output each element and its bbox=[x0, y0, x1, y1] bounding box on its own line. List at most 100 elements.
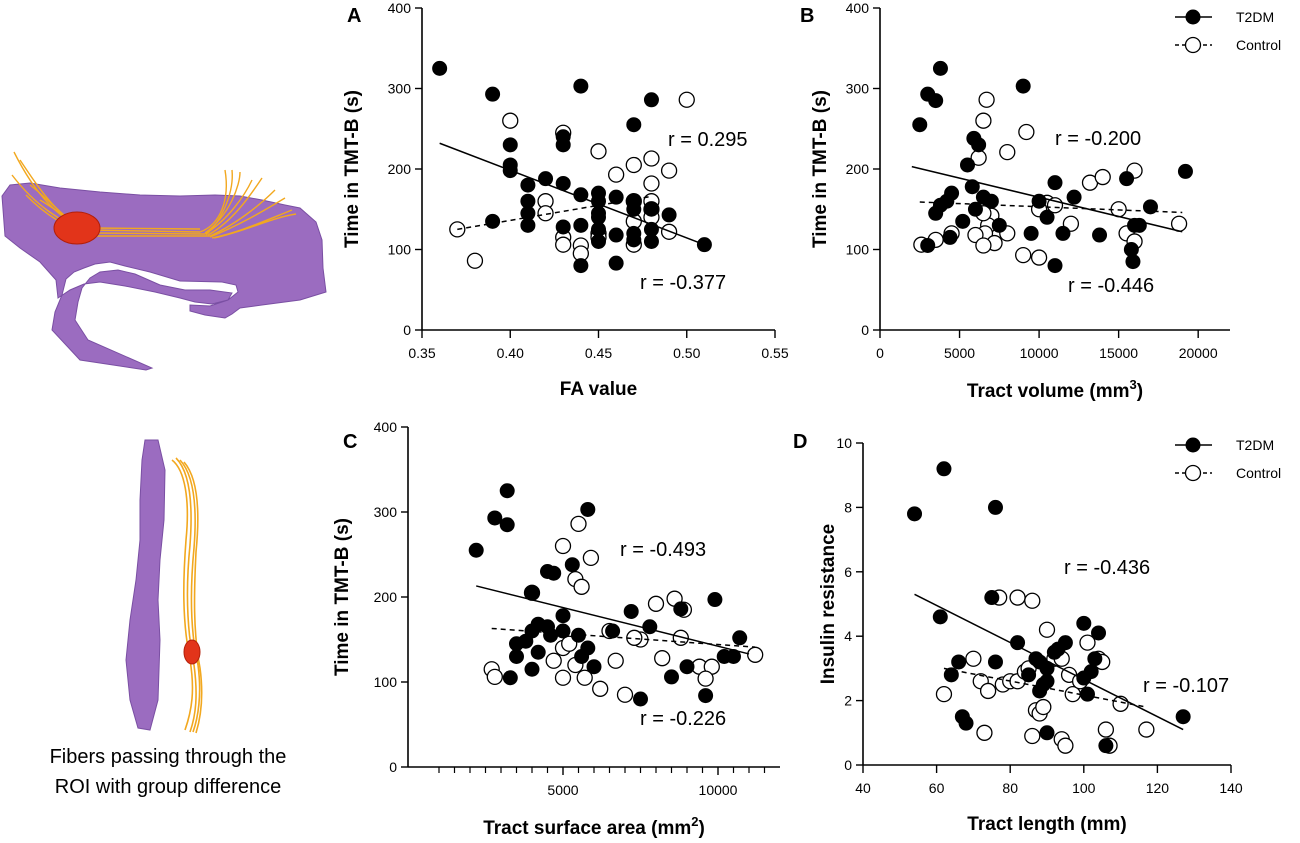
t2dm-fit-line-B bbox=[911, 165, 1183, 233]
t2dm-point-A bbox=[608, 255, 624, 271]
t2dm-point-B bbox=[971, 137, 987, 153]
t2dm-point-A bbox=[591, 233, 606, 249]
control-point-B bbox=[1030, 249, 1048, 266]
legend-top-control-label: Control bbox=[1236, 37, 1281, 53]
x-tick-label-B: 15000 bbox=[1099, 345, 1138, 361]
t2dm-point-D bbox=[1057, 635, 1073, 651]
y-tick-label-A: 100 bbox=[388, 242, 412, 258]
x-tick-label-B: 5000 bbox=[944, 345, 975, 361]
t2dm-point-A bbox=[573, 258, 589, 274]
legend-bottom-control-label: Control bbox=[1236, 465, 1281, 481]
y-tick-label-A: 300 bbox=[388, 81, 412, 97]
control-point-C bbox=[747, 646, 764, 663]
x-axis-label-main-C: Tract surface area (mm bbox=[483, 818, 691, 839]
t2dm-point-D bbox=[1076, 670, 1092, 686]
t2dm-point-A bbox=[555, 137, 571, 153]
control-point-D bbox=[935, 686, 953, 703]
x-tick-label-D: 120 bbox=[1146, 780, 1170, 796]
panel-label-A: A bbox=[347, 5, 361, 27]
legend-top-t2dm-label: T2DM bbox=[1236, 9, 1274, 25]
panel-label-B: B bbox=[800, 5, 814, 27]
t2dm-point-B bbox=[983, 193, 999, 209]
chart-B: 0 100 200 300 400 0 5000 10000 15000 20000 Tract v… bbox=[800, 0, 1230, 402]
control-point-A bbox=[625, 156, 642, 174]
control-point-B bbox=[999, 143, 1016, 161]
x-axis-label-close-B: ) bbox=[1137, 381, 1143, 402]
control-point-A bbox=[502, 112, 519, 129]
t2dm-point-B bbox=[1119, 171, 1135, 187]
t2dm-point-D bbox=[1175, 709, 1191, 725]
t2dm-point-A bbox=[626, 232, 642, 248]
t2dm-point-D bbox=[907, 506, 923, 522]
control-fit-line-D bbox=[943, 667, 1147, 708]
fibers-coronal bbox=[171, 457, 203, 734]
t2dm-point-C bbox=[555, 623, 571, 639]
x-tick-label-B: 20000 bbox=[1179, 345, 1218, 361]
t2dm-point-C bbox=[499, 483, 515, 499]
roi-sagittal bbox=[53, 211, 101, 245]
x-tick-label-D: 60 bbox=[929, 780, 945, 796]
t2dm-fit-line-C bbox=[476, 585, 750, 655]
t2dm-point-D bbox=[984, 590, 1000, 606]
chart-A: 0 100 200 300 400 0.35 0.40 0.45 0.50 0.55 FA valu… bbox=[342, 0, 789, 400]
control-point-A bbox=[537, 205, 554, 222]
t2dm-point-C bbox=[487, 510, 503, 526]
legend-top-control-marker bbox=[1184, 36, 1202, 54]
t2dm-point-A bbox=[591, 221, 606, 237]
t2dm-point-B bbox=[1066, 189, 1082, 205]
control-point-D bbox=[976, 724, 993, 741]
y-tick-label-C: 400 bbox=[374, 419, 398, 435]
t2dm-point-A bbox=[485, 213, 501, 229]
t2dm-point-C bbox=[546, 565, 562, 581]
t2dm-point-A bbox=[608, 227, 624, 243]
t2dm-point-D bbox=[1091, 625, 1107, 641]
t2dm-point-C bbox=[707, 592, 723, 608]
control-point-C bbox=[554, 669, 572, 686]
y-tick-label-C: 200 bbox=[374, 589, 398, 605]
t2dm-point-C bbox=[524, 585, 540, 601]
t2dm-point-B bbox=[928, 205, 944, 221]
x-tick-label-D: 140 bbox=[1219, 780, 1243, 796]
t2dm-point-A bbox=[485, 86, 501, 102]
x-axis-label-sup-C: 2 bbox=[691, 814, 698, 829]
control-point-C bbox=[647, 595, 665, 612]
t2dm-point-C bbox=[524, 661, 540, 677]
y-tick-label-D: 2 bbox=[844, 693, 852, 709]
control-point-B bbox=[975, 237, 992, 254]
y-tick-label-C: 0 bbox=[389, 759, 397, 775]
t2dm-point-D bbox=[1079, 686, 1095, 702]
t2dm-r-label-C: r = -0.226 bbox=[640, 708, 726, 730]
t2dm-point-A bbox=[432, 60, 448, 76]
t2dm-point-A bbox=[591, 209, 606, 225]
control-point-D bbox=[1038, 621, 1056, 638]
x-axis-label-B: Tract volume (mm3) bbox=[967, 377, 1143, 402]
t2dm-point-A bbox=[573, 78, 589, 94]
t2dm-point-A bbox=[573, 217, 589, 233]
y-tick-label-B: 400 bbox=[846, 0, 870, 16]
legend-bottom-t2dm-label: T2DM bbox=[1236, 437, 1274, 453]
t2dm-point-A bbox=[520, 177, 536, 193]
legend-bottom-control-marker bbox=[1184, 464, 1202, 482]
x-axis-label-C: Tract surface area (mm2) bbox=[483, 814, 705, 839]
t2dm-point-A bbox=[555, 219, 571, 235]
t2dm-point-C bbox=[509, 649, 524, 664]
y-tick-label-D: 4 bbox=[844, 628, 852, 644]
x-axis-label-main-A: FA value bbox=[560, 379, 637, 400]
x-tick-label-D: 80 bbox=[1002, 780, 1018, 796]
t2dm-point-B bbox=[955, 213, 971, 229]
t2dm-point-B bbox=[932, 60, 948, 76]
t2dm-point-D bbox=[958, 715, 974, 731]
x-axis-label-main-D: Tract length (mm) bbox=[967, 814, 1126, 835]
t2dm-point-D bbox=[987, 499, 1003, 515]
control-point-D bbox=[1138, 721, 1155, 738]
t2dm-point-A bbox=[626, 201, 642, 217]
y-tick-label-D: 6 bbox=[844, 564, 852, 580]
control-point-C bbox=[607, 652, 624, 669]
t2dm-r-label-B: r = -0.200 bbox=[1055, 128, 1141, 150]
t2dm-point-C bbox=[499, 517, 515, 533]
y-tick-label-A: 0 bbox=[403, 322, 411, 338]
y-axis-label-A: Time in TMT-B (s) bbox=[342, 90, 363, 248]
t2dm-point-C bbox=[623, 603, 639, 619]
control-point-A bbox=[590, 143, 607, 160]
control-point-B bbox=[975, 112, 992, 129]
